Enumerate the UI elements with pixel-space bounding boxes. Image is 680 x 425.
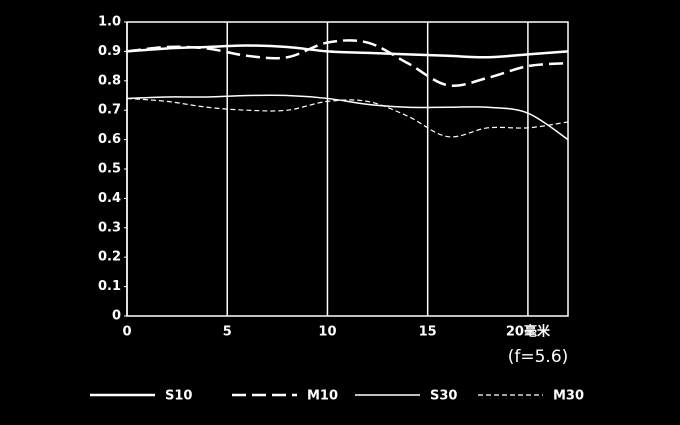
legend-label: S10: [165, 389, 192, 404]
legend-label: M10: [307, 389, 338, 404]
y-tick-label: 0.9: [98, 44, 121, 59]
series-line: [126, 94, 569, 141]
legend-label: M30: [553, 389, 584, 404]
x-tick-label: 10: [318, 325, 336, 340]
y-tick-label: 0.6: [98, 132, 121, 147]
x-tick-label: 5: [223, 325, 232, 340]
x-tick-label: 0: [122, 325, 131, 340]
y-tick-label: 0.3: [98, 220, 121, 235]
y-tick-label: 0.1: [98, 279, 121, 294]
y-tick-label: 0: [112, 309, 121, 324]
y-tick-label: 1.0: [98, 15, 121, 30]
y-tick-label: 0.2: [98, 250, 121, 265]
y-tick-label: 0.8: [98, 73, 121, 88]
series-line: [126, 97, 569, 138]
plot-frame: [126, 21, 569, 317]
series-line: [126, 44, 569, 59]
legend-label: S30: [430, 389, 457, 404]
x-tick-label: 20毫米: [506, 324, 551, 340]
y-tick-label: 0.7: [98, 103, 121, 118]
x-tick-label: 15: [419, 325, 437, 340]
series-line: [126, 39, 569, 87]
annotation: (f=5.6): [508, 347, 569, 367]
y-tick-label: 0.4: [98, 191, 121, 206]
y-tick-label: 0.5: [98, 162, 121, 177]
